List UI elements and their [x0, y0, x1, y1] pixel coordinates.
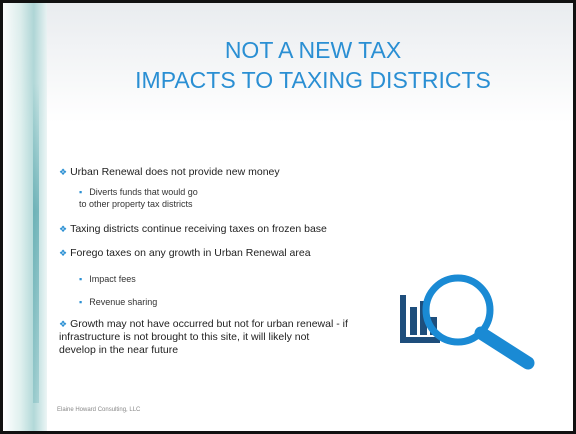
- sub-bullet: Diverts funds that would go to other pro…: [79, 186, 198, 210]
- bullet: Growth may not have occurred but not for…: [59, 318, 349, 357]
- side-band: [3, 3, 47, 431]
- sub-bullet: Revenue sharing: [79, 296, 157, 308]
- bullet: Taxing districts continue receiving taxe…: [59, 223, 327, 236]
- search-chart-icon: [400, 274, 535, 370]
- bullet: Urban Renewal does not provide new money: [59, 166, 280, 179]
- footer: Elaine Howard Consulting, LLC: [57, 407, 141, 413]
- slide: NOT A NEW TAX IMPACTS TO TAXING DISTRICT…: [3, 3, 573, 431]
- sub-bullet: Impact fees: [79, 273, 136, 285]
- title: IMPACTS TO TAXING DISTRICTS: [135, 67, 491, 93]
- side-stripe: [33, 83, 39, 403]
- title: NOT A NEW TAX: [224, 37, 402, 63]
- bullet: Forego taxes on any growth in Urban Rene…: [59, 247, 310, 260]
